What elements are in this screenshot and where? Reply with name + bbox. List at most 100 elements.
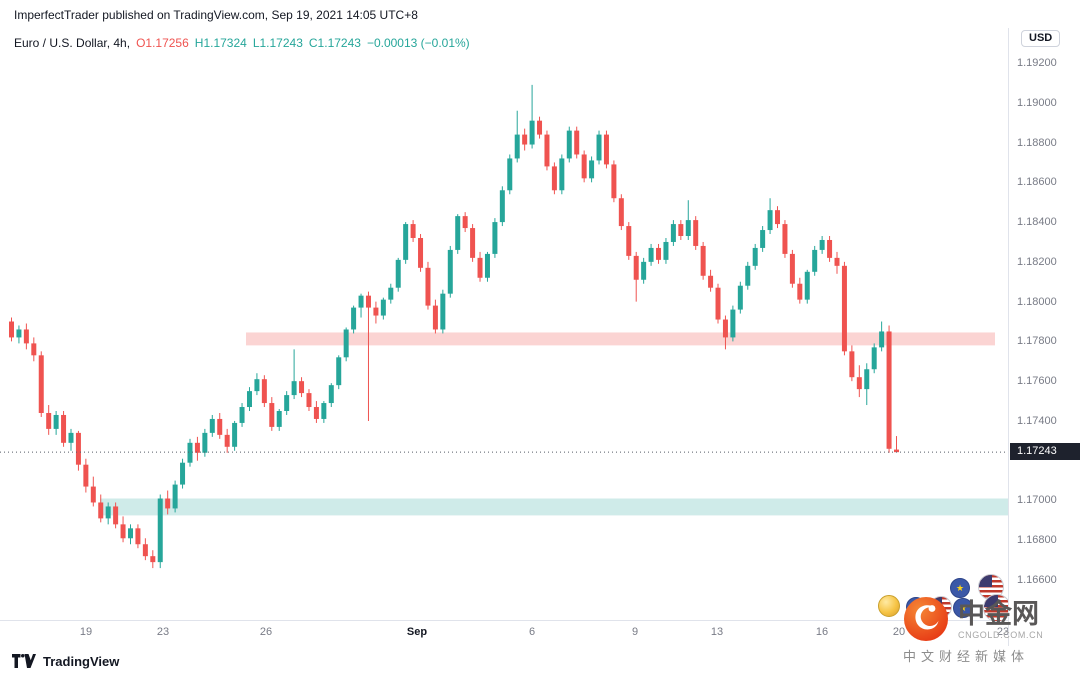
candle bbox=[105, 502, 111, 525]
candle bbox=[537, 116, 543, 139]
cngold-watermark: 中金网 CNGOLD.COM.CN 中文财经新媒体 bbox=[903, 596, 1075, 665]
time-tick-label: 9 bbox=[631, 626, 639, 638]
candle bbox=[135, 524, 141, 549]
candle bbox=[328, 383, 334, 408]
candle bbox=[38, 351, 44, 417]
candle bbox=[484, 251, 490, 282]
candle bbox=[254, 373, 260, 396]
price-tick-label: 1.17800 bbox=[1017, 335, 1057, 348]
candle bbox=[83, 458, 89, 493]
candlestick-chart[interactable] bbox=[0, 28, 1008, 620]
candle bbox=[775, 206, 781, 229]
candle bbox=[246, 387, 252, 412]
candle bbox=[574, 126, 580, 159]
time-tick-label: 16 bbox=[815, 626, 829, 638]
candle bbox=[239, 403, 245, 427]
price-axis[interactable]: USD 1.17243 1.19200 1.19000 1.18800 1.18600… bbox=[1008, 28, 1080, 646]
candle bbox=[618, 194, 624, 231]
candle bbox=[418, 234, 424, 272]
legend-high-value: H1.17324 bbox=[194, 36, 247, 50]
candle bbox=[432, 299, 438, 334]
candle bbox=[313, 401, 319, 423]
candle bbox=[522, 128, 528, 151]
candle bbox=[752, 243, 758, 270]
candle bbox=[827, 236, 833, 262]
candle bbox=[737, 281, 743, 314]
candle bbox=[730, 305, 736, 342]
candle bbox=[819, 236, 825, 254]
currency-toggle-button[interactable]: USD bbox=[1021, 30, 1061, 47]
candle bbox=[477, 251, 483, 282]
chart-plot[interactable]: Euro / U.S. Dollar, 4h, O1.17256 H1.1732… bbox=[0, 28, 1011, 622]
zone-resistance bbox=[246, 332, 995, 346]
candle bbox=[641, 257, 647, 284]
candle bbox=[388, 283, 394, 304]
candle bbox=[611, 160, 617, 203]
candle bbox=[529, 84, 535, 149]
candle bbox=[23, 323, 29, 350]
candle bbox=[797, 277, 803, 304]
price-tick-label: 1.16800 bbox=[1017, 534, 1057, 547]
candle bbox=[760, 226, 766, 252]
candle bbox=[455, 214, 461, 254]
candle bbox=[276, 409, 282, 431]
candle bbox=[180, 458, 186, 489]
candle bbox=[462, 212, 468, 233]
price-tick-label: 1.18200 bbox=[1017, 255, 1057, 268]
price-tick-label: 1.17600 bbox=[1017, 375, 1057, 388]
legend-low-value: L1.17243 bbox=[252, 36, 303, 50]
candle bbox=[403, 222, 409, 264]
candle bbox=[61, 411, 67, 447]
price-tick-label: 1.18600 bbox=[1017, 176, 1057, 189]
candle bbox=[834, 251, 840, 274]
candle bbox=[142, 538, 148, 561]
footer-brand[interactable]: TradingView bbox=[43, 653, 120, 669]
candle bbox=[172, 480, 178, 513]
legend-close-value: C1.17243 bbox=[308, 36, 361, 50]
candle bbox=[789, 249, 795, 288]
time-axis[interactable]: 19 23 26 Sep 6 9 13 16 20 23 bbox=[0, 620, 1009, 647]
candle bbox=[284, 391, 290, 415]
candle bbox=[150, 550, 156, 569]
candle bbox=[886, 325, 892, 453]
candle bbox=[849, 345, 855, 382]
cngold-logo-icon bbox=[904, 597, 948, 641]
candle bbox=[633, 251, 639, 302]
candle bbox=[336, 355, 342, 390]
time-tick-label: 6 bbox=[528, 626, 536, 638]
attribution-bar: ImperfectTrader published on TradingView… bbox=[0, 0, 1080, 28]
candle bbox=[566, 126, 572, 163]
legend-change-value: −0.00013 (−0.01%) bbox=[366, 36, 470, 50]
price-tick-label: 1.17400 bbox=[1017, 414, 1057, 427]
candle bbox=[715, 283, 721, 324]
candle bbox=[425, 261, 431, 310]
tradingview-logo-icon[interactable] bbox=[12, 654, 36, 668]
candle bbox=[678, 220, 684, 240]
time-tick-label: 23 bbox=[156, 626, 170, 638]
candle bbox=[358, 293, 364, 318]
candle bbox=[708, 269, 714, 292]
candle bbox=[581, 150, 587, 183]
candle bbox=[98, 494, 104, 523]
price-tick-label: 1.18000 bbox=[1017, 295, 1057, 308]
candle bbox=[685, 200, 691, 240]
legend-open-value: O1.17256 bbox=[136, 36, 189, 50]
candle bbox=[447, 245, 453, 298]
candle bbox=[75, 430, 81, 471]
last-price-label: 1.17243 bbox=[1010, 443, 1080, 461]
candle bbox=[440, 289, 446, 334]
time-tick-label: 19 bbox=[79, 626, 93, 638]
candle bbox=[157, 494, 163, 569]
price-tick-label: 1.19200 bbox=[1017, 56, 1057, 69]
watermark-tagline: 中文财经新媒体 bbox=[903, 649, 1030, 664]
candle bbox=[90, 476, 96, 507]
candle bbox=[321, 401, 327, 423]
candle bbox=[410, 220, 416, 242]
symbol-legend: Euro / U.S. Dollar, 4h, O1.17256 H1.1732… bbox=[14, 36, 470, 50]
candle bbox=[551, 162, 557, 195]
candle bbox=[700, 241, 706, 280]
footer: TradingView bbox=[0, 646, 1080, 676]
candle bbox=[113, 502, 119, 529]
symbol-title[interactable]: Euro / U.S. Dollar, 4h, bbox=[14, 36, 131, 50]
price-tick-label: 1.18400 bbox=[1017, 216, 1057, 229]
